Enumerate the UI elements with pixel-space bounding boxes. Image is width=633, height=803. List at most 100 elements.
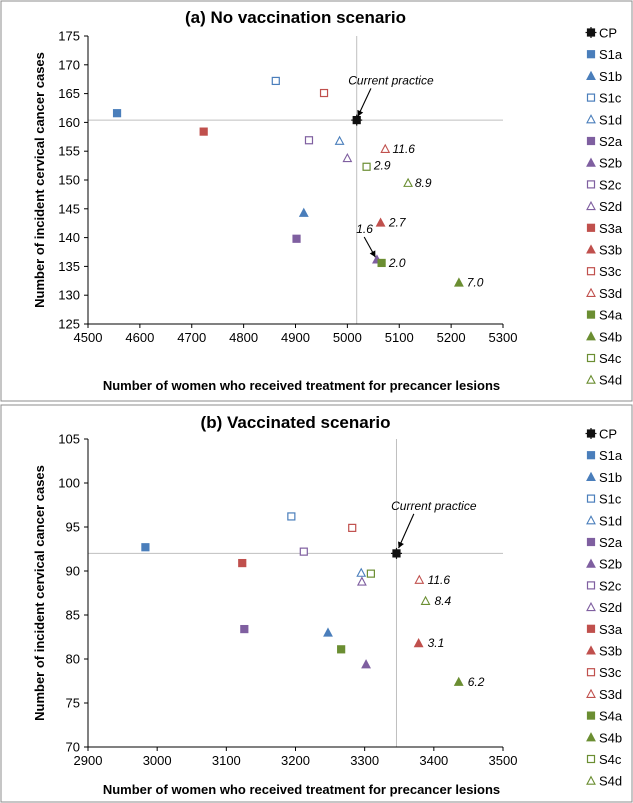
legend-marker-s4d [586, 775, 596, 785]
data-point-s4b [453, 676, 464, 686]
y-tick-label: 150 [58, 173, 80, 188]
data-point-s3d [414, 574, 425, 584]
data-label: 3.1 [428, 636, 445, 650]
data-point-s3b [413, 637, 424, 648]
data-point-s2c [304, 136, 314, 145]
data-label: 11.6 [428, 573, 451, 587]
legend-label-s2c: S2c [599, 578, 622, 593]
x-tick-label: 5300 [489, 330, 518, 345]
data-label: 11.6 [393, 142, 416, 156]
data-point-s3d [380, 143, 391, 153]
x-axis-label: Number of women who received treatment f… [103, 378, 500, 393]
y-tick-label: 135 [58, 259, 80, 274]
data-point-s4c [362, 162, 371, 171]
x-axis-label: Number of women who received treatment f… [103, 782, 500, 797]
data-point-s2a [292, 234, 301, 243]
data-point-s4d [403, 177, 413, 187]
y-tick-label: 130 [58, 288, 80, 303]
chart-panel-a: (a) No vaccination scenario 125 130 135 140 1… [0, 0, 633, 402]
annotation-current-practice: Current practice [348, 73, 434, 87]
legend-label-s3a: S3a [599, 622, 623, 637]
legend-marker-s3d [586, 287, 596, 297]
x-tick-label: 4500 [74, 330, 103, 345]
legend-marker-s3a [586, 223, 596, 232]
legend-marker-s2b [586, 157, 596, 167]
y-tick-label: 105 [58, 432, 80, 447]
legend-marker-s1c [586, 93, 596, 102]
x-tick-label: 5100 [385, 330, 414, 345]
legend-marker-s4b [586, 331, 596, 341]
annotation-arrow-head [369, 250, 376, 258]
data-label: 1.6 [356, 222, 373, 236]
legend-label-s1a: S1a [599, 448, 623, 463]
y-tick-label: 175 [58, 29, 80, 44]
legend-marker-s2d [586, 601, 596, 612]
legend-marker-s4a [586, 310, 596, 319]
x-tick-label: 2900 [74, 753, 103, 768]
data-point-s4a [377, 258, 386, 268]
chart-panel-b: (b) Vaccinated scenario 70 75 80 85 90 95 100 10… [0, 404, 633, 803]
x-tick-label: 3100 [212, 753, 241, 768]
legend-marker-s2c [586, 180, 596, 189]
y-tick-label: 155 [58, 144, 80, 159]
legend-label-s2a: S2a [599, 134, 623, 149]
y-tick-label: 170 [58, 57, 80, 72]
legend-marker-s2a [586, 136, 596, 146]
x-tick-label: 3500 [489, 753, 518, 768]
data-label: 7.0 [467, 276, 484, 290]
data-point-s3b [375, 217, 386, 227]
legend-marker-s2a [586, 537, 596, 547]
legend-label-s1c: S1c [599, 492, 622, 507]
legend-label-s3a: S3a [599, 221, 623, 236]
data-label: 6.2 [468, 675, 485, 689]
annotation-arrow-head [398, 541, 404, 549]
legend-marker-s4c [586, 353, 596, 363]
y-tick-label: 85 [66, 608, 80, 623]
annotation-arrow-line [398, 513, 415, 549]
data-label: 2.0 [388, 256, 406, 270]
legend-label-s2a: S2a [599, 535, 623, 550]
legend-label-s2b: S2b [599, 156, 622, 171]
legend: CP S1a S1b S1c S1d S2a S2b S2c S2d S3a S3b S3c S3d S4… [585, 427, 623, 789]
data-point-s1d [334, 135, 345, 145]
data-point-s2a [240, 624, 249, 634]
legend-marker-s1b [586, 471, 596, 481]
y-tick-label: 160 [58, 115, 80, 130]
data-point-s2d [342, 152, 353, 163]
data-point-s1a [112, 109, 122, 118]
data-point-s1a [141, 543, 150, 552]
data-point-s3c [319, 88, 329, 98]
panel-frame [0, 404, 633, 803]
legend-marker-s1a [586, 50, 596, 59]
legend-label-s1b: S1b [599, 470, 622, 485]
y-tick-label: 140 [58, 230, 80, 245]
x-tick-label: 3200 [281, 753, 310, 768]
legend-marker-s3c [586, 668, 596, 677]
y-tick-label: 125 [58, 317, 80, 332]
data-point-s2c [299, 547, 308, 556]
legend-label-s3b: S3b [599, 243, 622, 258]
y-tick-label: 145 [58, 201, 80, 216]
data-label: 2.7 [388, 216, 407, 230]
legend-marker-s4b [586, 732, 596, 742]
legend-label-s2d: S2d [599, 600, 622, 615]
data-label: 8.4 [435, 594, 452, 608]
data-point-s3a [238, 558, 247, 568]
legend-label-s2b: S2b [599, 557, 622, 572]
data-point-s1c [287, 512, 296, 521]
legend-marker-s3d [586, 688, 596, 698]
legend-label-s1a: S1a [599, 47, 623, 62]
legend-marker-s1d [586, 515, 596, 525]
legend-marker-s2b [586, 558, 596, 568]
legend-marker-s3a [586, 624, 596, 633]
x-tick-label: 3300 [350, 753, 379, 768]
data-point-s1b [298, 207, 309, 217]
legend-label-s1b: S1b [599, 69, 622, 84]
legend-label-s3c: S3c [599, 665, 622, 680]
legend-label-s4d: S4d [599, 774, 622, 789]
annotation-arrow-head [357, 109, 364, 117]
data-point-s4a [337, 645, 346, 654]
legend-label-s1d: S1d [599, 112, 622, 127]
legend-marker-s4d [586, 374, 596, 384]
x-tick-label: 5200 [437, 330, 466, 345]
